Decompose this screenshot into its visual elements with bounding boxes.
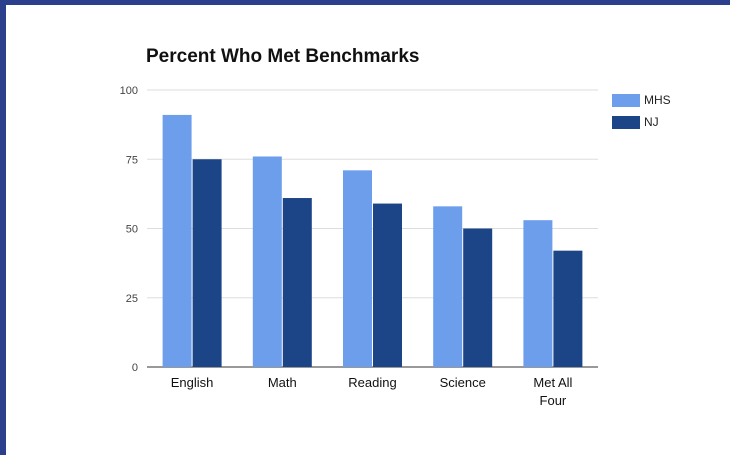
- bar-mhs-reading[interactable]: [343, 170, 372, 367]
- bar-nj-science[interactable]: [463, 228, 493, 368]
- legend-swatch-nj: [612, 115, 640, 129]
- x-tick-label: Met All Four: [533, 375, 572, 408]
- chart-title: Percent Who Met Benchmarks: [146, 46, 420, 67]
- bar-chart: 0 25 50 75 100 English Math Reading Science Met A…: [120, 85, 598, 408]
- bar-nj-math[interactable]: [282, 198, 312, 367]
- y-tick-label: 100: [120, 85, 138, 97]
- y-tick-label: 0: [132, 362, 138, 374]
- x-tick-label: Science: [440, 375, 486, 390]
- legend-item-mhs[interactable]: MHS: [612, 89, 671, 111]
- legend-label-nj: NJ: [644, 115, 659, 129]
- bar-nj-met-all-four[interactable]: [553, 250, 583, 367]
- bar-nj-english[interactable]: [192, 159, 222, 367]
- y-tick-label: 25: [126, 293, 138, 305]
- x-tick-label: Reading: [348, 375, 396, 390]
- x-tick-label: English: [171, 375, 214, 390]
- legend-label-mhs: MHS: [644, 93, 671, 107]
- bar-mhs-met-all-four[interactable]: [523, 220, 553, 367]
- bar-mhs-science[interactable]: [433, 206, 463, 367]
- bar-mhs-english[interactable]: [162, 114, 192, 368]
- y-tick-label: 75: [126, 154, 138, 166]
- bar-mhs-math[interactable]: [252, 156, 282, 367]
- legend-swatch-mhs: [612, 93, 640, 107]
- x-tick-label: Math: [268, 375, 297, 390]
- bar-nj-reading[interactable]: [373, 203, 402, 367]
- legend-item-nj[interactable]: NJ: [612, 111, 671, 133]
- y-tick-label: 50: [126, 224, 138, 236]
- legend: MHS NJ: [612, 89, 671, 133]
- chart-frame: Percent Who Met Benchmarks 0 25 50 75 100 Eng…: [6, 5, 730, 455]
